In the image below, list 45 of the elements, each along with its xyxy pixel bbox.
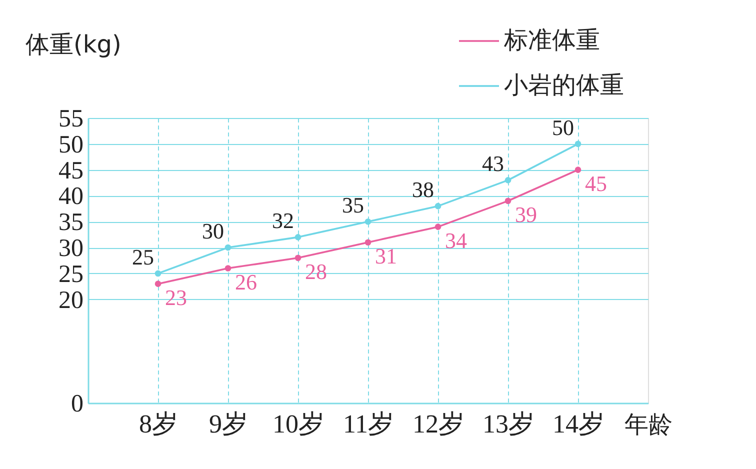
point: [574, 166, 582, 173]
point: [364, 239, 372, 246]
x-tick-label: 10岁: [272, 410, 324, 438]
y-tick-label: 25: [58, 260, 84, 288]
x-axis-title: 年龄: [624, 410, 672, 438]
x-tick-label: 14岁: [552, 410, 604, 438]
data-label: 34: [445, 228, 467, 253]
point: [504, 177, 512, 184]
legend-label: 小岩的体重: [504, 71, 624, 99]
x-tick-label: 12岁: [412, 410, 464, 438]
data-label: 26: [235, 269, 257, 294]
x-tick-label: 9岁: [209, 410, 248, 438]
y-tick-label: 30: [58, 235, 84, 262]
data-label: 25: [132, 244, 154, 270]
point: [224, 244, 232, 251]
y-axis-title: 体重(kg): [26, 30, 122, 58]
data-label: 39: [515, 202, 537, 227]
x-tick-label: 8岁: [139, 410, 178, 438]
data-label: 35: [342, 192, 364, 218]
y-tick-label: 45: [58, 157, 84, 184]
legend-label: 标准体重: [503, 26, 600, 54]
point: [154, 270, 162, 277]
point: [364, 218, 372, 225]
y-tick-label: 35: [58, 209, 84, 236]
point: [224, 265, 232, 272]
point: [434, 224, 442, 230]
y-tick-label: 20: [58, 286, 84, 314]
point: [434, 202, 442, 210]
data-label: 31: [375, 243, 397, 268]
y-tick-label: 0: [71, 390, 84, 418]
point: [154, 280, 162, 287]
point: [294, 254, 302, 262]
point: [574, 140, 582, 148]
data-label: 43: [482, 151, 504, 176]
data-label: 30: [202, 218, 224, 244]
y-tick-label: 50: [58, 131, 84, 158]
point: [294, 234, 302, 240]
y-tick-label: 40: [58, 183, 84, 210]
x-tick-label: 11岁: [342, 410, 394, 438]
point: [504, 198, 512, 204]
data-label: 38: [412, 177, 434, 202]
data-label: 45: [585, 170, 607, 196]
x-tick-label: 13岁: [482, 410, 534, 438]
data-label: 50: [552, 114, 574, 140]
y-tick-label: 55: [58, 106, 84, 132]
